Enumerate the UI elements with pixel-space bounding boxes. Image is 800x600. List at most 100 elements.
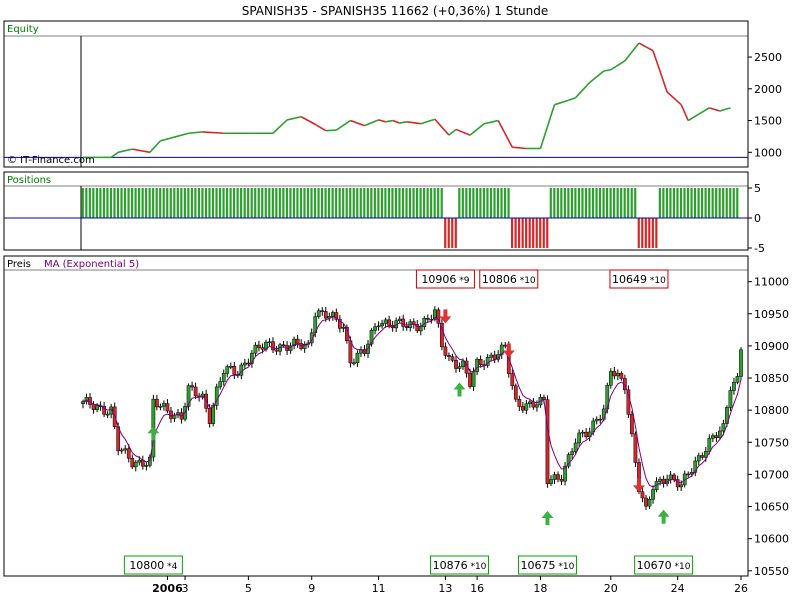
candle-body (130, 457, 135, 468)
position-bar (704, 188, 707, 218)
candle-body (295, 338, 300, 344)
position-bar (373, 188, 376, 218)
position-bar (458, 188, 461, 218)
position-bar (285, 188, 288, 218)
equity-pane: Equity 2500 2000 1500 1000 © IT-Finance.com (3, 20, 782, 168)
position-bar (95, 188, 98, 218)
position-bar (292, 188, 296, 218)
position-bar (317, 188, 320, 218)
position-bar (349, 188, 352, 218)
position-bar (356, 188, 359, 218)
position-bar (514, 218, 517, 248)
equity-line-segment (687, 113, 700, 122)
position-bar (169, 188, 172, 218)
position-bar (690, 188, 693, 218)
candle-body (162, 403, 166, 407)
price-y-tick-label: 10900 (754, 340, 789, 353)
candle-body (675, 479, 680, 488)
position-bar (148, 188, 151, 218)
candle-body (401, 318, 406, 327)
candle-body (732, 381, 736, 391)
position-bar (482, 188, 486, 218)
trade-price: 10649 (612, 273, 647, 286)
position-bar (370, 188, 373, 218)
candle-body (510, 373, 515, 387)
equity-line-segment (272, 119, 288, 134)
candle-body (584, 431, 589, 438)
position-bar (588, 188, 591, 218)
candle-body (158, 406, 163, 408)
trade-multiplier: *9 (456, 276, 469, 286)
trade-price: 10675 (521, 559, 556, 572)
equity-line-segment (455, 128, 471, 136)
candle-body (376, 325, 381, 328)
equity-y-tick-label: 1500 (754, 115, 782, 128)
position-bar (613, 188, 616, 218)
position-bar (190, 188, 193, 218)
position-bar (560, 188, 563, 218)
position-bar (630, 188, 633, 218)
position-bar (725, 188, 728, 218)
candle-body (520, 406, 525, 411)
sell-arrow-icon (632, 478, 645, 493)
position-bar (197, 188, 201, 218)
position-bar (106, 188, 109, 218)
position-bar (433, 188, 436, 218)
candle-body (471, 371, 476, 387)
x-axis-tick-label: 16 (470, 582, 484, 595)
candle-body (190, 385, 194, 388)
sell-price-box: 10906 *9 (415, 269, 475, 289)
candle-body (566, 454, 571, 467)
candle-body (461, 360, 465, 367)
position-bar (437, 188, 440, 218)
candle-body (91, 404, 96, 410)
position-bar (384, 188, 387, 218)
candle-body (556, 474, 560, 480)
position-bar (394, 188, 398, 218)
equity-line-segment (652, 50, 668, 93)
buy-price-label: 10876 *10 (433, 559, 487, 572)
position-bar (127, 188, 130, 218)
candle-body (450, 356, 455, 361)
trade-multiplier: *4 (164, 562, 177, 572)
position-bar (159, 188, 162, 218)
candle-body (267, 341, 272, 343)
position-bar (320, 188, 324, 218)
candle-body (454, 360, 458, 369)
candle-body (292, 338, 296, 347)
position-bar (257, 188, 260, 218)
position-bar (468, 188, 471, 218)
position-bar (440, 188, 443, 218)
candle-body (619, 373, 624, 379)
position-bar (665, 188, 669, 218)
position-bar (278, 188, 281, 218)
candle-body (355, 352, 360, 364)
candle-body (228, 366, 233, 368)
position-bar (155, 188, 158, 218)
candle-body (330, 312, 335, 317)
equity-line-segment (512, 146, 527, 150)
price-y-tick-label: 10950 (754, 308, 789, 321)
position-bar (289, 188, 292, 218)
buy-arrow-icon (147, 426, 160, 441)
position-bar (405, 188, 408, 218)
candle-body (524, 403, 529, 411)
sell-price-box: 10649 *10 (609, 269, 669, 289)
buy-arrow-icon (657, 509, 670, 524)
x-axis-tick-label: 5 (245, 582, 252, 595)
candle-body (302, 343, 307, 349)
trade-multiplier: *10 (556, 562, 575, 572)
position-bar (166, 188, 169, 218)
position-bar (296, 188, 299, 218)
candle-body (433, 309, 437, 320)
position-bar (81, 188, 84, 218)
sell-box-frame (415, 269, 475, 289)
position-bar (662, 188, 665, 218)
position-bar (641, 218, 644, 248)
position-bar (204, 188, 208, 218)
position-bar (208, 188, 211, 218)
candle-body (570, 451, 574, 455)
position-bar (546, 218, 549, 248)
position-bar (521, 218, 524, 248)
